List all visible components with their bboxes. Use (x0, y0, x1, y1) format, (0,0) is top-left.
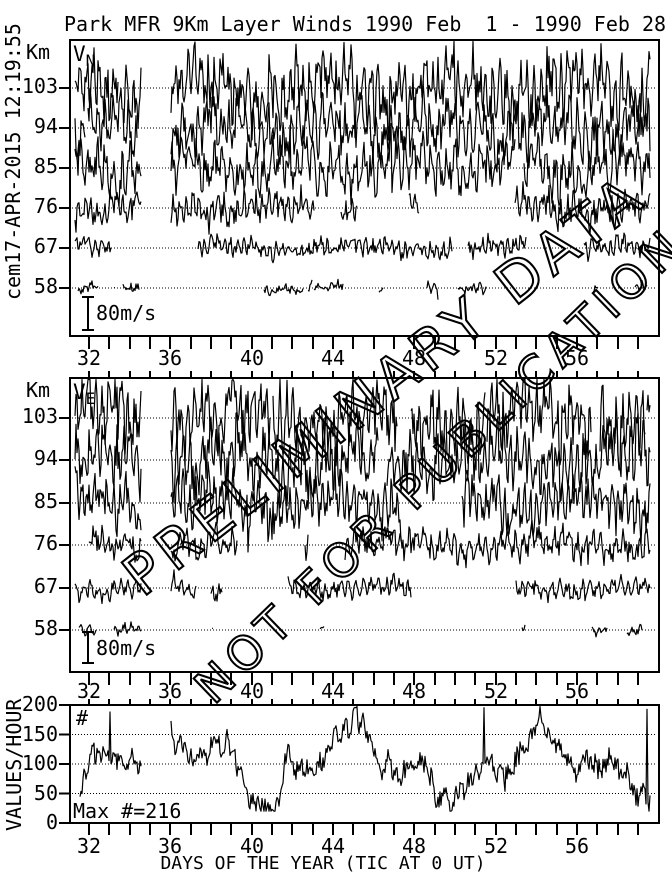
day-tick-label: 32 (76, 346, 102, 370)
count-tick-label: 0 (45, 810, 58, 834)
max-count-annotation: Max #=216 (73, 799, 182, 823)
x-axis-title: DAYS OF THE YEAR (TIC AT 0 UT) (160, 853, 486, 874)
day-tick-label: 48 (401, 346, 427, 370)
scale-bar-label-panel2: 80m/s (96, 636, 157, 660)
y-unit-label-panel2: Km (26, 378, 51, 402)
panel2-label: VE (73, 381, 95, 408)
day-tick-label: 48 (401, 679, 427, 703)
altitude-tick-label: 85 (33, 489, 58, 513)
panel1-label-main: V (73, 42, 86, 66)
page-title: Park MFR 9Km Layer Winds 1990 Feb 1 - 19… (64, 12, 667, 36)
day-tick-label: 36 (157, 346, 183, 370)
count-tick-label: 100 (21, 751, 58, 775)
altitude-tick-label: 58 (33, 274, 58, 298)
day-tick-label: 32 (76, 679, 102, 703)
panel1-label-sub: N (85, 51, 96, 71)
altitude-tick-label: 94 (33, 446, 58, 470)
altitude-tick-label: 85 (33, 154, 58, 178)
altitude-tick-label: 67 (33, 234, 58, 258)
day-tick-label: 36 (157, 834, 183, 858)
altitude-tick-label: 76 (33, 194, 58, 218)
day-tick-label: 40 (239, 834, 265, 858)
day-tick-label: 44 (320, 679, 346, 703)
day-tick-label: 48 (401, 834, 427, 858)
day-tick-label: 56 (564, 679, 590, 703)
scale-bar-label-panel1: 80m/s (96, 301, 157, 325)
day-tick-label: 40 (239, 346, 265, 370)
count-tick-label: 150 (21, 721, 58, 746)
panel2-label-sub: E (85, 389, 96, 409)
altitude-tick-label: 103 (21, 404, 58, 428)
altitude-tick-label: 94 (33, 114, 58, 138)
day-tick-label: 32 (76, 834, 102, 858)
altitude-tick-label: 76 (33, 531, 58, 555)
day-tick-label: 44 (320, 834, 346, 858)
y-unit-label-panel1: Km (26, 40, 51, 64)
panel3-label: # (76, 706, 89, 730)
altitude-tick-label: 58 (33, 616, 58, 640)
day-tick-label: 36 (157, 679, 183, 703)
panel2-label-main: V (73, 380, 86, 404)
panel1-label: VN (73, 43, 95, 70)
altitude-tick-label: 67 (33, 574, 58, 598)
day-tick-label: 44 (320, 346, 346, 370)
day-tick-label: 56 (564, 834, 590, 858)
day-tick-label: 52 (483, 679, 509, 703)
day-tick-label: 56 (564, 346, 590, 370)
count-tick-label: 50 (33, 780, 58, 805)
altitude-tick-label: 103 (21, 74, 58, 98)
day-tick-label: 40 (239, 679, 265, 703)
day-tick-label: 52 (483, 834, 509, 858)
count-tick-label: 200 (21, 692, 58, 716)
day-tick-label: 52 (483, 346, 509, 370)
